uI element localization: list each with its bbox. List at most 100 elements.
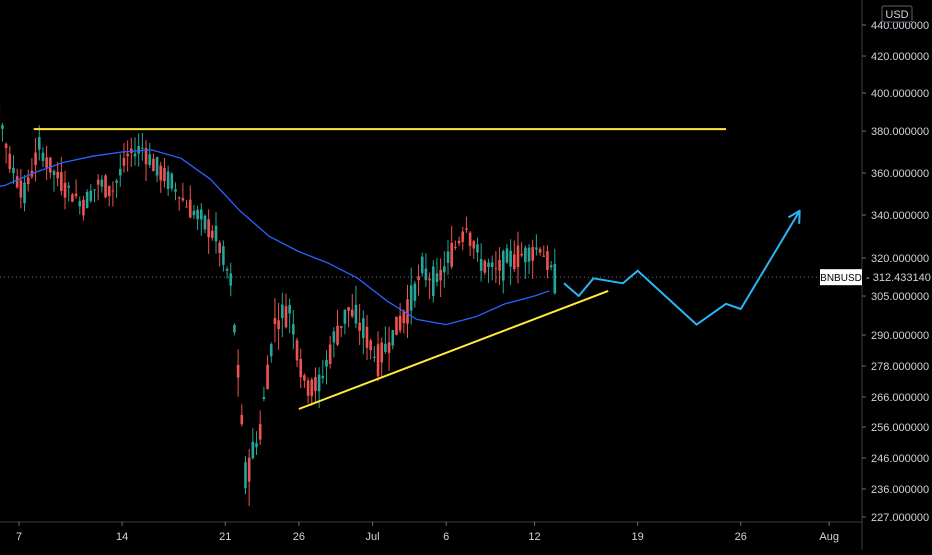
candle-body — [8, 154, 11, 169]
candle-body — [233, 325, 236, 332]
candle-body — [240, 415, 243, 424]
candle-body — [432, 266, 435, 295]
candle-body — [495, 268, 498, 269]
x-tick-label: 6 — [443, 531, 449, 543]
candle-body — [428, 279, 431, 281]
candle-body — [469, 233, 472, 246]
last-price-tag-label: - 312.433140 — [866, 272, 931, 284]
candle-body — [539, 249, 542, 253]
candle-body — [506, 248, 509, 262]
candle-body — [498, 260, 501, 271]
y-tick-label: 278.000000 — [871, 361, 929, 373]
candle-body — [274, 318, 277, 324]
candle-body — [325, 360, 328, 367]
candle-body — [108, 186, 111, 196]
candle-body — [1, 125, 4, 129]
candle-body — [288, 305, 291, 314]
candle-body — [148, 154, 151, 165]
candle-body — [458, 241, 461, 244]
candle-body — [546, 251, 549, 270]
candle-body — [344, 310, 347, 324]
y-tick-label: 420.000000 — [871, 51, 929, 63]
candle-body — [377, 344, 380, 376]
candle-body — [93, 189, 96, 190]
candle-body — [303, 375, 306, 380]
candle-body — [410, 286, 413, 311]
candle-body — [27, 177, 30, 184]
candle-body — [207, 219, 210, 237]
candle-body — [82, 200, 85, 216]
currency-unit-label: USD — [885, 9, 908, 21]
candle-body — [406, 299, 409, 323]
y-tick-label: 266.000000 — [871, 392, 929, 404]
candle-body — [204, 216, 207, 230]
y-tick-label: 360.000000 — [871, 168, 929, 180]
candle-body — [369, 340, 372, 350]
candle-body — [12, 168, 15, 173]
candle-body — [509, 251, 512, 267]
candle-body — [200, 209, 203, 219]
candle-body — [450, 243, 453, 267]
symbol-tag-label: BNBUSD — [820, 273, 862, 284]
candle-body — [141, 148, 144, 149]
candle-body — [299, 359, 302, 377]
candle-body — [358, 323, 361, 331]
y-tick-label: 290.000000 — [871, 330, 929, 342]
candle-body — [185, 207, 188, 208]
candle-body — [310, 380, 313, 397]
x-tick-label: 26 — [293, 531, 305, 543]
y-tick-label: 320.000000 — [871, 253, 929, 265]
candle-body — [391, 330, 394, 345]
candle-body — [443, 266, 446, 272]
candle-body — [362, 318, 365, 338]
candle-body — [307, 381, 310, 396]
candle-body — [351, 310, 354, 317]
x-tick-label: Jul — [365, 531, 379, 543]
candle-body — [425, 269, 428, 281]
y-tick-label: 246.000000 — [871, 453, 929, 465]
candle-body — [266, 365, 269, 390]
y-tick-label: 400.000000 — [871, 88, 929, 100]
y-tick-label: 256.000000 — [871, 422, 929, 434]
y-tick-label: 236.000000 — [871, 484, 929, 496]
candle-body — [78, 201, 81, 206]
x-tick-label: 7 — [16, 531, 22, 543]
candle-body — [237, 365, 240, 378]
candle-body — [38, 137, 41, 150]
candle-body — [550, 265, 553, 267]
candle-body — [112, 190, 115, 191]
candle-body — [16, 176, 19, 187]
candle-body — [388, 342, 391, 353]
candle-body — [255, 443, 258, 447]
candle-body — [292, 324, 295, 334]
candle-body — [101, 180, 104, 187]
candle-body — [218, 243, 221, 253]
candle-body — [119, 169, 122, 176]
y-tick-label: 340.000000 — [871, 210, 929, 222]
candle-body — [333, 331, 336, 342]
candle-body — [417, 276, 420, 280]
x-tick-label: Aug — [819, 531, 839, 543]
candle-body — [395, 317, 398, 335]
candle-body — [322, 376, 325, 378]
candle-body — [554, 264, 557, 293]
candle-body — [314, 377, 317, 391]
candle-body — [517, 246, 520, 268]
candle-body — [104, 175, 107, 197]
candle-body — [270, 344, 273, 356]
candle-body — [384, 344, 387, 352]
candle-body — [152, 159, 155, 171]
candle-body — [42, 153, 45, 161]
candle-body — [263, 397, 266, 399]
candle-body — [296, 340, 299, 360]
candle-body — [64, 183, 67, 198]
candle-body — [248, 458, 251, 482]
candle-body — [167, 172, 170, 189]
candle-body — [340, 326, 343, 328]
candle-body — [34, 153, 37, 166]
candle-body — [487, 263, 490, 267]
candle-body — [281, 305, 284, 318]
